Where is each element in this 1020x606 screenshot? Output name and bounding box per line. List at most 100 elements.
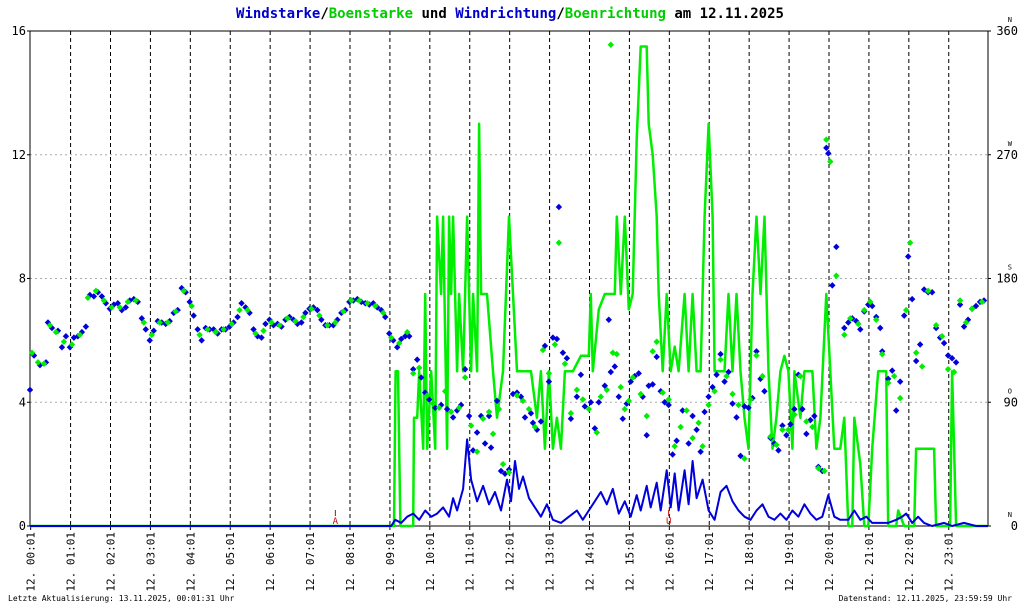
gust_direction-point bbox=[759, 372, 766, 380]
wind_direction-point bbox=[783, 432, 790, 439]
wind_direction-point bbox=[940, 339, 948, 347]
gust_direction-point bbox=[896, 394, 904, 402]
wind_direction-point bbox=[461, 366, 469, 373]
gust_direction-point bbox=[747, 396, 754, 403]
wind_direction-point bbox=[487, 444, 495, 451]
gust_direction-point bbox=[944, 366, 952, 373]
wind_direction-point bbox=[465, 412, 473, 420]
wind_direction-point bbox=[721, 378, 728, 385]
gust_direction-point bbox=[962, 319, 970, 326]
gust_direction-point bbox=[268, 319, 275, 326]
gust_direction-point bbox=[100, 297, 108, 304]
wind_direction-point bbox=[473, 429, 481, 436]
gust_direction-point bbox=[613, 350, 620, 358]
gust_direction-point bbox=[873, 316, 880, 323]
y-left-tick-label: 12 bbox=[12, 148, 26, 162]
gust_direction-point bbox=[396, 339, 403, 347]
wind_direction-point bbox=[146, 337, 153, 344]
wind_direction-point bbox=[587, 399, 595, 406]
gust_direction-point bbox=[567, 410, 575, 417]
wind_direction-point bbox=[799, 405, 806, 413]
wind_direction-point bbox=[697, 448, 704, 455]
chart-title-segment: Boenrichtung bbox=[565, 6, 666, 22]
gust_direction-point bbox=[885, 379, 892, 387]
gust_direction-point bbox=[779, 426, 786, 433]
gust_direction-point bbox=[815, 465, 822, 472]
wind_direction-point bbox=[713, 371, 720, 378]
wind_direction-point bbox=[238, 300, 245, 307]
x-tick-label: 12. 12:01 bbox=[504, 532, 517, 592]
gust_direction-point bbox=[912, 349, 920, 356]
compass-label: O bbox=[1008, 387, 1012, 395]
x-tick-label: 12. 13:01 bbox=[544, 532, 557, 592]
gust_direction-point bbox=[629, 374, 636, 381]
wind_direction-point bbox=[210, 326, 217, 333]
gust_direction-point bbox=[671, 443, 678, 450]
wind_direction-point bbox=[58, 344, 66, 351]
wind_direction-point bbox=[877, 324, 884, 332]
wind_direction-point bbox=[956, 301, 964, 308]
gust_direction-point bbox=[585, 405, 593, 413]
gust_direction-point bbox=[447, 408, 455, 416]
wind_direction-point bbox=[573, 393, 581, 400]
gust_direction-point bbox=[621, 405, 628, 413]
wind_direction-point bbox=[649, 381, 656, 388]
gust_direction-point bbox=[505, 469, 513, 476]
gust_direction-point bbox=[220, 326, 227, 333]
wind_direction-point bbox=[481, 440, 489, 447]
gust_direction-point bbox=[495, 405, 503, 413]
wind_direction-point bbox=[635, 370, 642, 377]
y-right-tick-label: 90 bbox=[1004, 395, 1018, 409]
x-tick-label: 12. 00:01 bbox=[25, 532, 38, 592]
gust_direction-point bbox=[467, 422, 475, 429]
wind_direction-point bbox=[190, 312, 197, 319]
gust_direction-point bbox=[555, 239, 563, 246]
wind_direction-point bbox=[960, 323, 968, 330]
gust_direction-point bbox=[372, 302, 379, 310]
x-tick-label: 12. 07:01 bbox=[304, 532, 317, 592]
gust_direction-point bbox=[292, 317, 299, 325]
wind_direction-point bbox=[90, 293, 98, 300]
wind_direction-point bbox=[62, 333, 70, 340]
wind_direction-point bbox=[944, 352, 952, 359]
wind_direction-point bbox=[485, 412, 493, 420]
wind_speed-line bbox=[30, 438, 988, 527]
x-tick-label: 12. 02:01 bbox=[104, 532, 117, 592]
gust_direction-point bbox=[60, 338, 68, 345]
gust_direction-point bbox=[228, 320, 235, 328]
wind_direction-point bbox=[980, 297, 988, 304]
gust_direction-point bbox=[132, 297, 139, 304]
chart-title-segment: am 12.11.2025 bbox=[666, 6, 784, 22]
gust_direction-point bbox=[827, 158, 834, 165]
wind_direction-point bbox=[527, 410, 535, 417]
wind_direction-point bbox=[787, 421, 794, 428]
gust_direction-point bbox=[156, 319, 163, 326]
wind_direction-point bbox=[521, 414, 529, 421]
x-tick-label: 12. 06:01 bbox=[264, 532, 277, 592]
gust_direction-point bbox=[404, 328, 411, 336]
wind_direction-point bbox=[577, 371, 585, 378]
gust_direction-point bbox=[617, 383, 624, 391]
chart-title-segment: Windstarke bbox=[236, 6, 320, 22]
wind_direction-point bbox=[693, 426, 700, 433]
wind_direction-point bbox=[753, 348, 760, 355]
gust_direction-point bbox=[423, 392, 431, 399]
wind_direction-point bbox=[795, 371, 802, 378]
wind_direction-point bbox=[581, 403, 589, 410]
wind_direction-point bbox=[413, 356, 421, 363]
gust_direction-point bbox=[924, 287, 932, 295]
gust_direction-point bbox=[300, 313, 307, 321]
wind_direction-point bbox=[717, 350, 724, 358]
gust_direction-point bbox=[212, 328, 219, 336]
chart-title-segment: / bbox=[320, 6, 328, 22]
wind_direction-point bbox=[122, 304, 129, 311]
gust_direction-point bbox=[932, 322, 940, 329]
x-tick-label: 12. 19:01 bbox=[783, 532, 796, 592]
wind_direction-point bbox=[559, 349, 567, 356]
gust_direction-point bbox=[236, 306, 243, 314]
x-tick-label: 12. 18:01 bbox=[743, 532, 756, 592]
x-tick-label: 12. 15:01 bbox=[623, 532, 636, 592]
gust_direction-point bbox=[204, 326, 211, 333]
y-right-tick-label: 270 bbox=[996, 148, 1018, 162]
